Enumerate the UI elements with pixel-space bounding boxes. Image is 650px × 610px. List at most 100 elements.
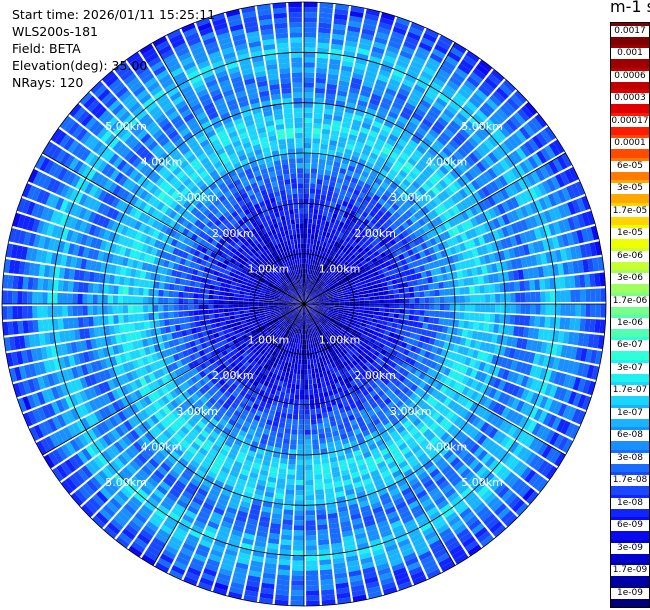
range-gate-cell (474, 285, 480, 294)
range-gate-cell (463, 320, 470, 329)
range-gate-cell (403, 314, 410, 320)
range-gate-cell (311, 249, 316, 255)
range-gate-cell (317, 168, 325, 175)
range-gate-cell (552, 357, 560, 370)
range-gate-cell (383, 312, 390, 317)
range-gate-cell (439, 311, 445, 318)
range-gate-cell (462, 104, 475, 116)
range-gate-cell (314, 276, 318, 282)
range-gate-cell (322, 231, 327, 237)
range-gate-cell (439, 213, 448, 223)
range-gate-cell (313, 307, 319, 310)
range-gate-cell (361, 283, 368, 288)
range-gate-cell (328, 310, 334, 314)
range-gate-cell (305, 550, 318, 556)
range-gate-cell (388, 133, 399, 142)
range-gate-cell (397, 216, 406, 225)
range-gate-cell (378, 22, 393, 31)
range-gate-cell (327, 294, 334, 298)
range-gate-cell (430, 209, 439, 219)
range-gate-cell (394, 308, 400, 314)
range-gate-cell (391, 31, 405, 41)
range-gate-cell (439, 296, 445, 303)
range-gate-cell (369, 276, 376, 282)
range-gate-cell (318, 307, 324, 310)
range-gate-cell (515, 147, 527, 160)
range-gate-cell (426, 221, 435, 231)
range-gate-cell (456, 224, 465, 234)
range-gate-cell (459, 355, 467, 365)
range-gate-cell (392, 243, 400, 251)
range-gate-cell (313, 118, 323, 124)
range-gate-cell (328, 222, 335, 229)
range-gate-cell (338, 295, 344, 299)
range-gate-cell (314, 265, 319, 271)
range-gate-cell (442, 326, 449, 334)
range-gate-cell (415, 176, 425, 186)
range-gate-cell (331, 245, 337, 252)
range-gate-cell (435, 97, 448, 108)
range-gate-cell (308, 384, 313, 390)
range-gate-cell (387, 317, 394, 323)
range-gate-cell (438, 203, 447, 213)
range-gate-cell (339, 304, 345, 306)
range-gate-cell (371, 46, 385, 55)
range-gate-cell (434, 206, 443, 216)
range-gate-cell (400, 83, 413, 93)
range-gate-cell (326, 280, 332, 285)
range-gate-cell (335, 275, 341, 281)
range-gate-cell (530, 254, 538, 267)
range-gate-cell (318, 306, 324, 308)
range-gate-cell (337, 314, 343, 319)
range-gate-cell (482, 233, 491, 244)
range-gate-cell (467, 136, 479, 148)
range-gate-cell (471, 248, 479, 258)
range-gate-cell (469, 286, 475, 295)
range-gate-cell (360, 243, 368, 250)
range-gate-cell (562, 359, 570, 373)
range-gate-cell (315, 193, 321, 200)
range-gate-cell (459, 261, 467, 270)
range-gate-cell (350, 228, 357, 235)
range-gate-cell (313, 128, 322, 134)
range-gate-cell (304, 97, 314, 103)
range-gate-cell (383, 202, 391, 210)
range-gate-cell (305, 535, 317, 541)
range-gate-cell (418, 285, 424, 292)
range-gate-cell (404, 102, 416, 112)
range-gate-cell (369, 263, 376, 270)
range-gate-cell (323, 298, 329, 301)
range-gate-cell (320, 138, 329, 145)
range-gate-cell (513, 180, 523, 193)
range-gate-cell (319, 301, 325, 304)
range-gate-cell (544, 383, 553, 396)
range-gate-cell (422, 277, 429, 285)
range-gate-cell (590, 349, 598, 364)
range-gate-cell (367, 60, 380, 69)
range-gate-cell (469, 304, 476, 312)
range-gate-cell (321, 133, 330, 140)
range-gate-cell (446, 158, 457, 169)
range-gate-cell (587, 380, 596, 396)
range-gate-cell (286, 367, 291, 373)
range-gate-cell (293, 409, 299, 415)
range-gate-cell (306, 570, 319, 576)
range-gate-cell (363, 246, 371, 253)
range-gate-cell (276, 584, 290, 591)
range-gate-cell (310, 274, 314, 280)
range-gate-cell (354, 323, 361, 329)
range-gate-cell (322, 252, 327, 258)
range-gate-cell (345, 263, 351, 269)
range-gate-cell (314, 305, 319, 307)
range-gate-cell (502, 79, 516, 93)
range-gate-cell (410, 193, 420, 203)
range-gate-cell (366, 282, 372, 287)
range-gate-cell (404, 74, 417, 84)
range-gate-cell (380, 251, 387, 259)
range-gate-cell (564, 276, 571, 289)
range-gate-cell (358, 131, 368, 140)
range-gate-cell (556, 235, 565, 248)
range-gate-cell (418, 218, 426, 227)
range-gate-cell (474, 129, 487, 141)
range-gate-cell (318, 299, 324, 302)
